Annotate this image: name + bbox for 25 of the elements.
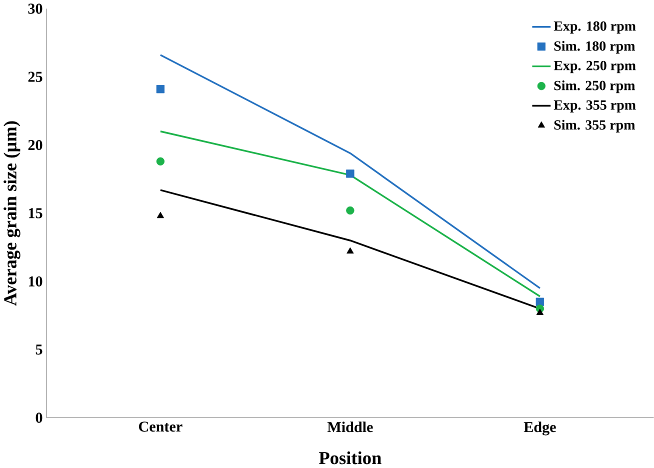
x-tick-label: Edge [524, 422, 556, 436]
point [156, 85, 165, 94]
x-axis-title: Position [318, 451, 382, 464]
y-tick-label: 25 [28, 72, 42, 82]
point [156, 212, 164, 218]
point [536, 308, 544, 315]
legend-label: Exp. 250 rpm [554, 60, 636, 74]
y-axis-title: Average grain size (µm) [4, 121, 20, 306]
legend-label: Sim. 355 rpm [554, 120, 636, 133]
legend-label: Sim. 180 rpm [554, 40, 636, 54]
legend-label: Exp. 355 rpm [554, 100, 636, 113]
y-tick-label: 30 [28, 4, 42, 14]
y-tick-label: 20 [28, 140, 42, 150]
legend-label: Sim. 250 rpm [554, 80, 636, 94]
y-tick-label: 10 [28, 276, 42, 287]
y-tick-label: 0 [36, 412, 42, 423]
point [346, 206, 354, 215]
x-tick-label: Center [139, 422, 182, 432]
y-tick-label: 15 [28, 208, 42, 218]
y-tick-label: 5 [36, 344, 42, 355]
point [346, 247, 354, 254]
point [156, 157, 165, 166]
x-tick-label: Middle [327, 422, 373, 432]
legend-label: Exp. 180 rpm [554, 21, 636, 34]
point [346, 170, 354, 178]
